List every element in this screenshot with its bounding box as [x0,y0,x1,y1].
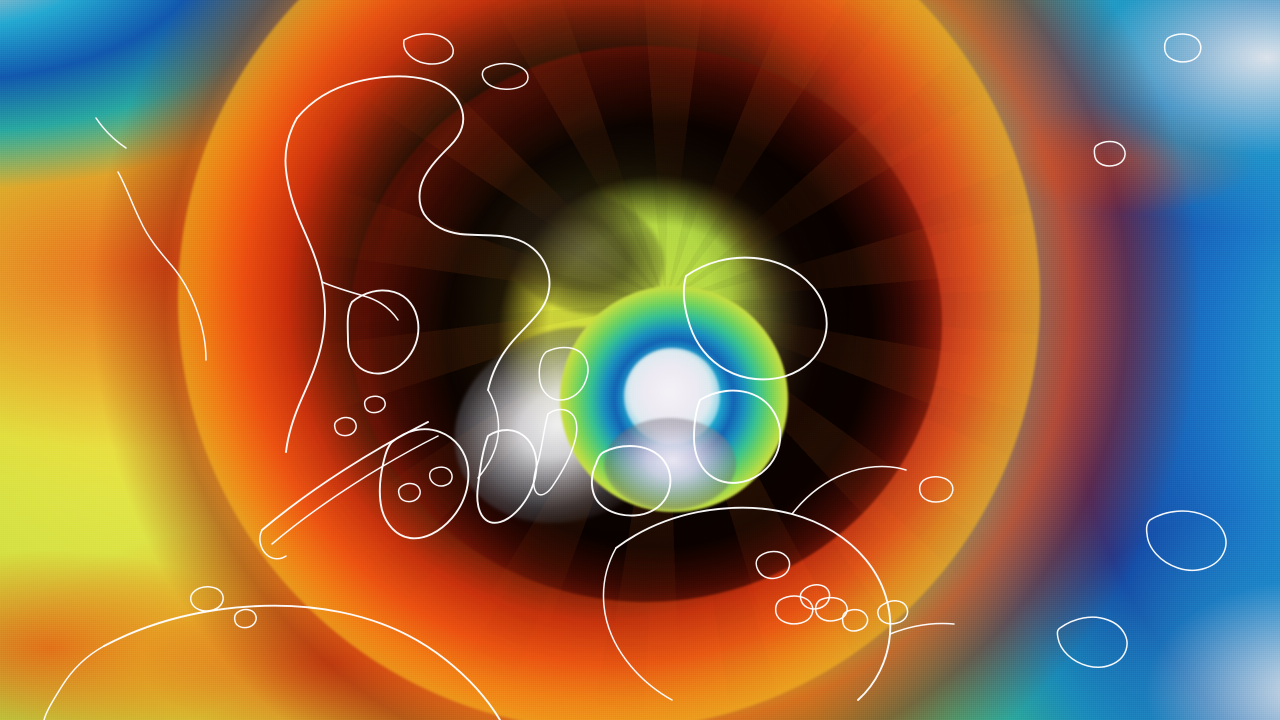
edge-vignette [0,0,1280,720]
sensor-pixel-grain [0,0,1280,720]
satellite-image-canvas [0,0,1280,720]
